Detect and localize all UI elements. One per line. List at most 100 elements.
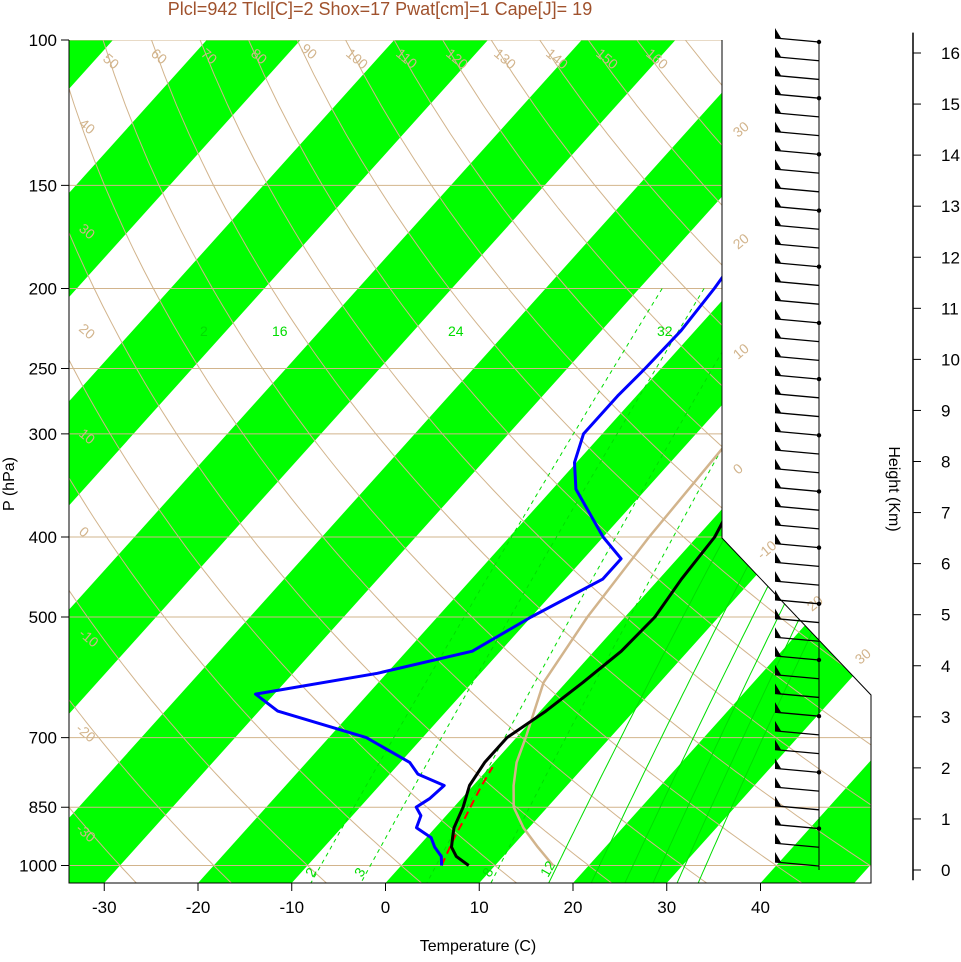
wind-barb <box>775 281 819 285</box>
wind-barb <box>775 506 819 510</box>
wind-barb-dot <box>817 377 821 381</box>
pressure-tick-label: 100 <box>29 31 57 50</box>
wind-barb-flag <box>775 140 781 150</box>
wind-barb-flag <box>775 215 781 225</box>
wind-barb-flag <box>775 384 781 394</box>
pressure-tick-label: 850 <box>29 798 57 817</box>
wind-barb-flag <box>775 197 781 207</box>
wind-barb-flag <box>775 47 781 57</box>
wind-barb <box>775 188 819 192</box>
temperature-tick-label: -30 <box>92 898 117 917</box>
wind-barb-flag <box>775 28 781 38</box>
wind-barb-flag <box>775 309 781 319</box>
height-tick-label: 4 <box>941 657 950 676</box>
wind-barb <box>775 431 819 435</box>
mixing-ratio-label: 16 <box>272 323 288 339</box>
wind-barb <box>775 38 819 42</box>
wind-barb <box>775 375 819 379</box>
x-axis-title: Temperature (C) <box>420 938 536 955</box>
wind-barb <box>775 94 819 98</box>
height-tick-label: 12 <box>941 248 960 267</box>
wind-barb-flag <box>775 84 781 94</box>
wind-barb-dot <box>817 545 821 549</box>
wind-barb-flag <box>775 571 781 581</box>
wind-barb-dot <box>817 152 821 156</box>
wind-barb <box>775 394 819 398</box>
wind-barb-flag <box>775 253 781 263</box>
pressure-tick-label: 700 <box>29 729 57 748</box>
wind-barb-flag <box>775 365 781 375</box>
wind-barb-flag <box>775 403 781 413</box>
pressure-tick-label: 200 <box>29 280 57 299</box>
y-axis-title: P (hPa) <box>1 457 18 511</box>
wind-barb-flag <box>775 477 781 487</box>
temperature-tick-label: -10 <box>279 898 304 917</box>
wind-barb-flag <box>775 159 781 169</box>
isotherm-label: 30 <box>852 645 874 667</box>
wind-barb-flag <box>775 496 781 506</box>
temperature-tick-label: 20 <box>564 898 583 917</box>
wind-barb-flag <box>775 271 781 281</box>
height-tick-label: 7 <box>941 504 950 523</box>
wind-barb <box>775 487 819 491</box>
wind-barb-dot <box>817 770 821 774</box>
wind-barb <box>775 207 819 211</box>
height-tick-label: 13 <box>941 197 960 216</box>
temperature-tick-label: 0 <box>381 898 390 917</box>
wind-barb <box>775 338 819 342</box>
wind-barb <box>775 319 819 323</box>
wind-barb <box>775 57 819 61</box>
height-tick-label: 5 <box>941 606 950 625</box>
pressure-tick-label: 250 <box>29 360 57 379</box>
height-tick-label: 2 <box>941 759 950 778</box>
temperature-tick-label: 30 <box>657 898 676 917</box>
temperature-tick-label: -20 <box>186 898 211 917</box>
wind-barb <box>775 469 819 473</box>
wind-barb <box>775 132 819 136</box>
wind-barb-dot <box>817 602 821 606</box>
height-tick-label: 11 <box>941 299 959 318</box>
height-tick-label: 9 <box>941 401 950 420</box>
wind-barb-dot <box>817 489 821 493</box>
wind-barb-dot <box>817 208 821 212</box>
wind-barb <box>775 581 819 585</box>
temperature-tick-label: 10 <box>470 898 489 917</box>
wind-barb <box>775 225 819 229</box>
wind-barb-flag <box>775 122 781 132</box>
isotherm-label: 20 <box>730 230 752 252</box>
wind-barb <box>775 263 819 267</box>
height-tick-label: 15 <box>941 95 960 114</box>
isotherm-label: 0 <box>730 460 746 477</box>
height-tick-label: 6 <box>941 555 950 574</box>
wind-barb-dot <box>817 265 821 269</box>
wind-barb-dot <box>817 96 821 100</box>
pressure-tick-label: 400 <box>29 528 57 547</box>
wind-barb <box>775 244 819 248</box>
chart-title: Plcl=942 Tlcl[C]=2 Shox=17 Pwat[cm]=1 Ca… <box>168 0 592 19</box>
wind-barb-flag <box>775 590 781 600</box>
height-tick-label: 10 <box>941 350 960 369</box>
wind-barb-flag <box>775 440 781 450</box>
pressure-tick-label: 300 <box>29 425 57 444</box>
wind-barb <box>775 450 819 454</box>
wind-barb-flag <box>775 65 781 75</box>
wind-barb-flag <box>775 328 781 338</box>
wind-barb-dot <box>817 321 821 325</box>
wind-barb-flag <box>775 552 781 562</box>
height-tick-label: 0 <box>941 861 950 880</box>
plot-background <box>0 40 961 883</box>
wind-barb <box>775 113 819 117</box>
wind-barb-flag <box>775 290 781 300</box>
wind-barb <box>775 413 819 417</box>
wind-barb <box>775 562 819 566</box>
wind-barb-flag <box>775 234 781 244</box>
wind-barb <box>775 525 819 529</box>
wind-barb-flag <box>775 346 781 356</box>
wind-barb <box>775 75 819 79</box>
isotherm-label: 10 <box>730 340 752 362</box>
wind-barb-flag <box>775 178 781 188</box>
